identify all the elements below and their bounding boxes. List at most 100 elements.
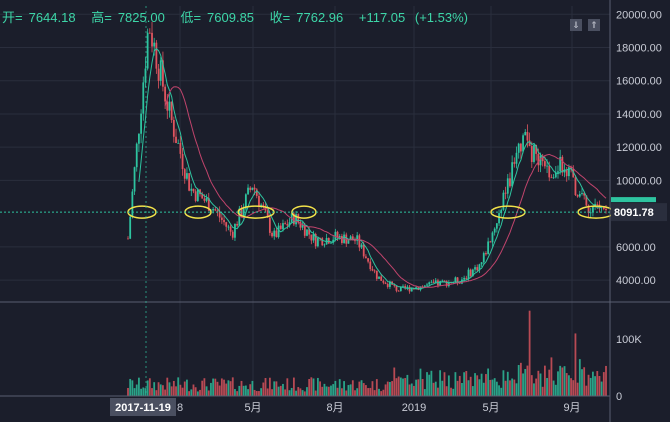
candle-body bbox=[439, 281, 442, 286]
candle-body bbox=[146, 32, 149, 69]
volume-bar bbox=[469, 376, 472, 396]
time-tick-label: 2019 bbox=[402, 402, 426, 414]
candle-body bbox=[356, 235, 359, 241]
candle-body bbox=[493, 228, 496, 233]
volume-bar bbox=[314, 390, 317, 396]
candle-body bbox=[271, 232, 273, 237]
price-tick-label: 20000.00 bbox=[616, 9, 662, 21]
volume-bar bbox=[533, 383, 535, 396]
candle-body bbox=[559, 156, 562, 172]
volume-bar bbox=[487, 368, 490, 396]
candle-body bbox=[474, 267, 476, 270]
candle-body bbox=[369, 261, 372, 270]
volume-bar bbox=[164, 389, 167, 396]
volume-bar bbox=[476, 375, 479, 396]
open-label: 开= bbox=[2, 10, 23, 25]
candle-body bbox=[268, 217, 271, 233]
candle-body bbox=[153, 42, 156, 47]
time-tick-label: 5月 bbox=[244, 402, 261, 414]
volume-bar bbox=[295, 390, 297, 396]
volume-bar bbox=[393, 367, 396, 396]
volume-bar bbox=[498, 385, 500, 396]
volume-bar bbox=[334, 380, 337, 396]
volume-bar bbox=[565, 373, 568, 396]
volume-bar bbox=[196, 391, 199, 396]
candle-body bbox=[367, 258, 369, 262]
candle-body bbox=[454, 277, 457, 283]
candle-body bbox=[332, 239, 335, 243]
volume-bar bbox=[511, 378, 514, 396]
volume-bar bbox=[319, 381, 321, 396]
volume-bar bbox=[279, 385, 282, 396]
candle-body bbox=[378, 276, 380, 279]
candle-body bbox=[596, 203, 599, 205]
volume-bar bbox=[168, 382, 171, 396]
close-label: 收= bbox=[269, 10, 291, 25]
volume-bar bbox=[592, 371, 594, 396]
candle-body bbox=[229, 226, 232, 232]
volume-bar bbox=[159, 384, 162, 396]
volume-bar bbox=[410, 383, 413, 396]
volume-bar bbox=[210, 382, 212, 396]
candle-body bbox=[194, 191, 197, 201]
candle-body bbox=[277, 225, 280, 238]
volume-bar bbox=[135, 384, 138, 396]
candle-body bbox=[175, 136, 177, 144]
volume-bar bbox=[310, 377, 313, 396]
volume-bar bbox=[282, 383, 284, 396]
candle-body bbox=[164, 86, 167, 102]
volume-bar bbox=[153, 382, 156, 396]
volume-bar bbox=[188, 391, 191, 396]
volume-bar bbox=[140, 388, 142, 396]
volume-bar bbox=[277, 386, 280, 396]
volume-bar bbox=[373, 390, 376, 396]
volume-bar bbox=[572, 380, 575, 396]
volume-bar bbox=[557, 371, 559, 396]
volume-bar bbox=[384, 384, 387, 396]
volume-bar bbox=[308, 379, 311, 396]
volume-bar bbox=[271, 389, 273, 396]
volume-bar bbox=[554, 384, 557, 396]
ma-short-line bbox=[138, 48, 607, 290]
candle-body bbox=[594, 203, 596, 207]
volume-bars bbox=[127, 310, 607, 396]
candle-body bbox=[223, 219, 225, 223]
volume-bar bbox=[458, 375, 461, 396]
candle-body bbox=[524, 131, 527, 136]
candle-body bbox=[144, 68, 147, 83]
volume-bar bbox=[148, 378, 151, 396]
volume-bar bbox=[292, 377, 295, 396]
crosshair-date-label: 2017-11-19 bbox=[115, 402, 171, 414]
volume-bar bbox=[131, 380, 134, 396]
settings-icon[interactable]: ⇓ bbox=[570, 19, 582, 31]
volume-bar bbox=[332, 384, 335, 396]
high-label: 高= bbox=[91, 10, 112, 25]
volume-bar bbox=[537, 370, 540, 396]
volume-bar bbox=[151, 388, 153, 396]
fullscreen-icon[interactable]: ⇑ bbox=[588, 19, 600, 31]
volume-bar bbox=[162, 385, 164, 396]
volume-bar bbox=[179, 384, 182, 396]
volume-bar bbox=[251, 380, 254, 396]
price-label-box bbox=[611, 203, 667, 222]
candle-body bbox=[380, 276, 383, 281]
candle-body bbox=[301, 225, 304, 228]
candle-body bbox=[216, 210, 219, 212]
candle-body bbox=[432, 281, 435, 283]
volume-bar bbox=[242, 385, 245, 396]
candle-body bbox=[170, 101, 173, 121]
volume-bar bbox=[491, 379, 494, 396]
volume-bar bbox=[441, 380, 444, 396]
candle-body bbox=[605, 209, 607, 211]
volume-bar bbox=[596, 371, 599, 396]
candle-body bbox=[316, 238, 319, 247]
candle-body bbox=[227, 226, 230, 228]
candle-body bbox=[218, 211, 221, 218]
volume-bar bbox=[528, 310, 531, 396]
volume-bar bbox=[513, 379, 516, 396]
candle-body bbox=[148, 32, 151, 34]
time-tick-label: 8月 bbox=[326, 402, 343, 414]
candle-body bbox=[535, 144, 538, 154]
volume-bar bbox=[343, 381, 345, 396]
